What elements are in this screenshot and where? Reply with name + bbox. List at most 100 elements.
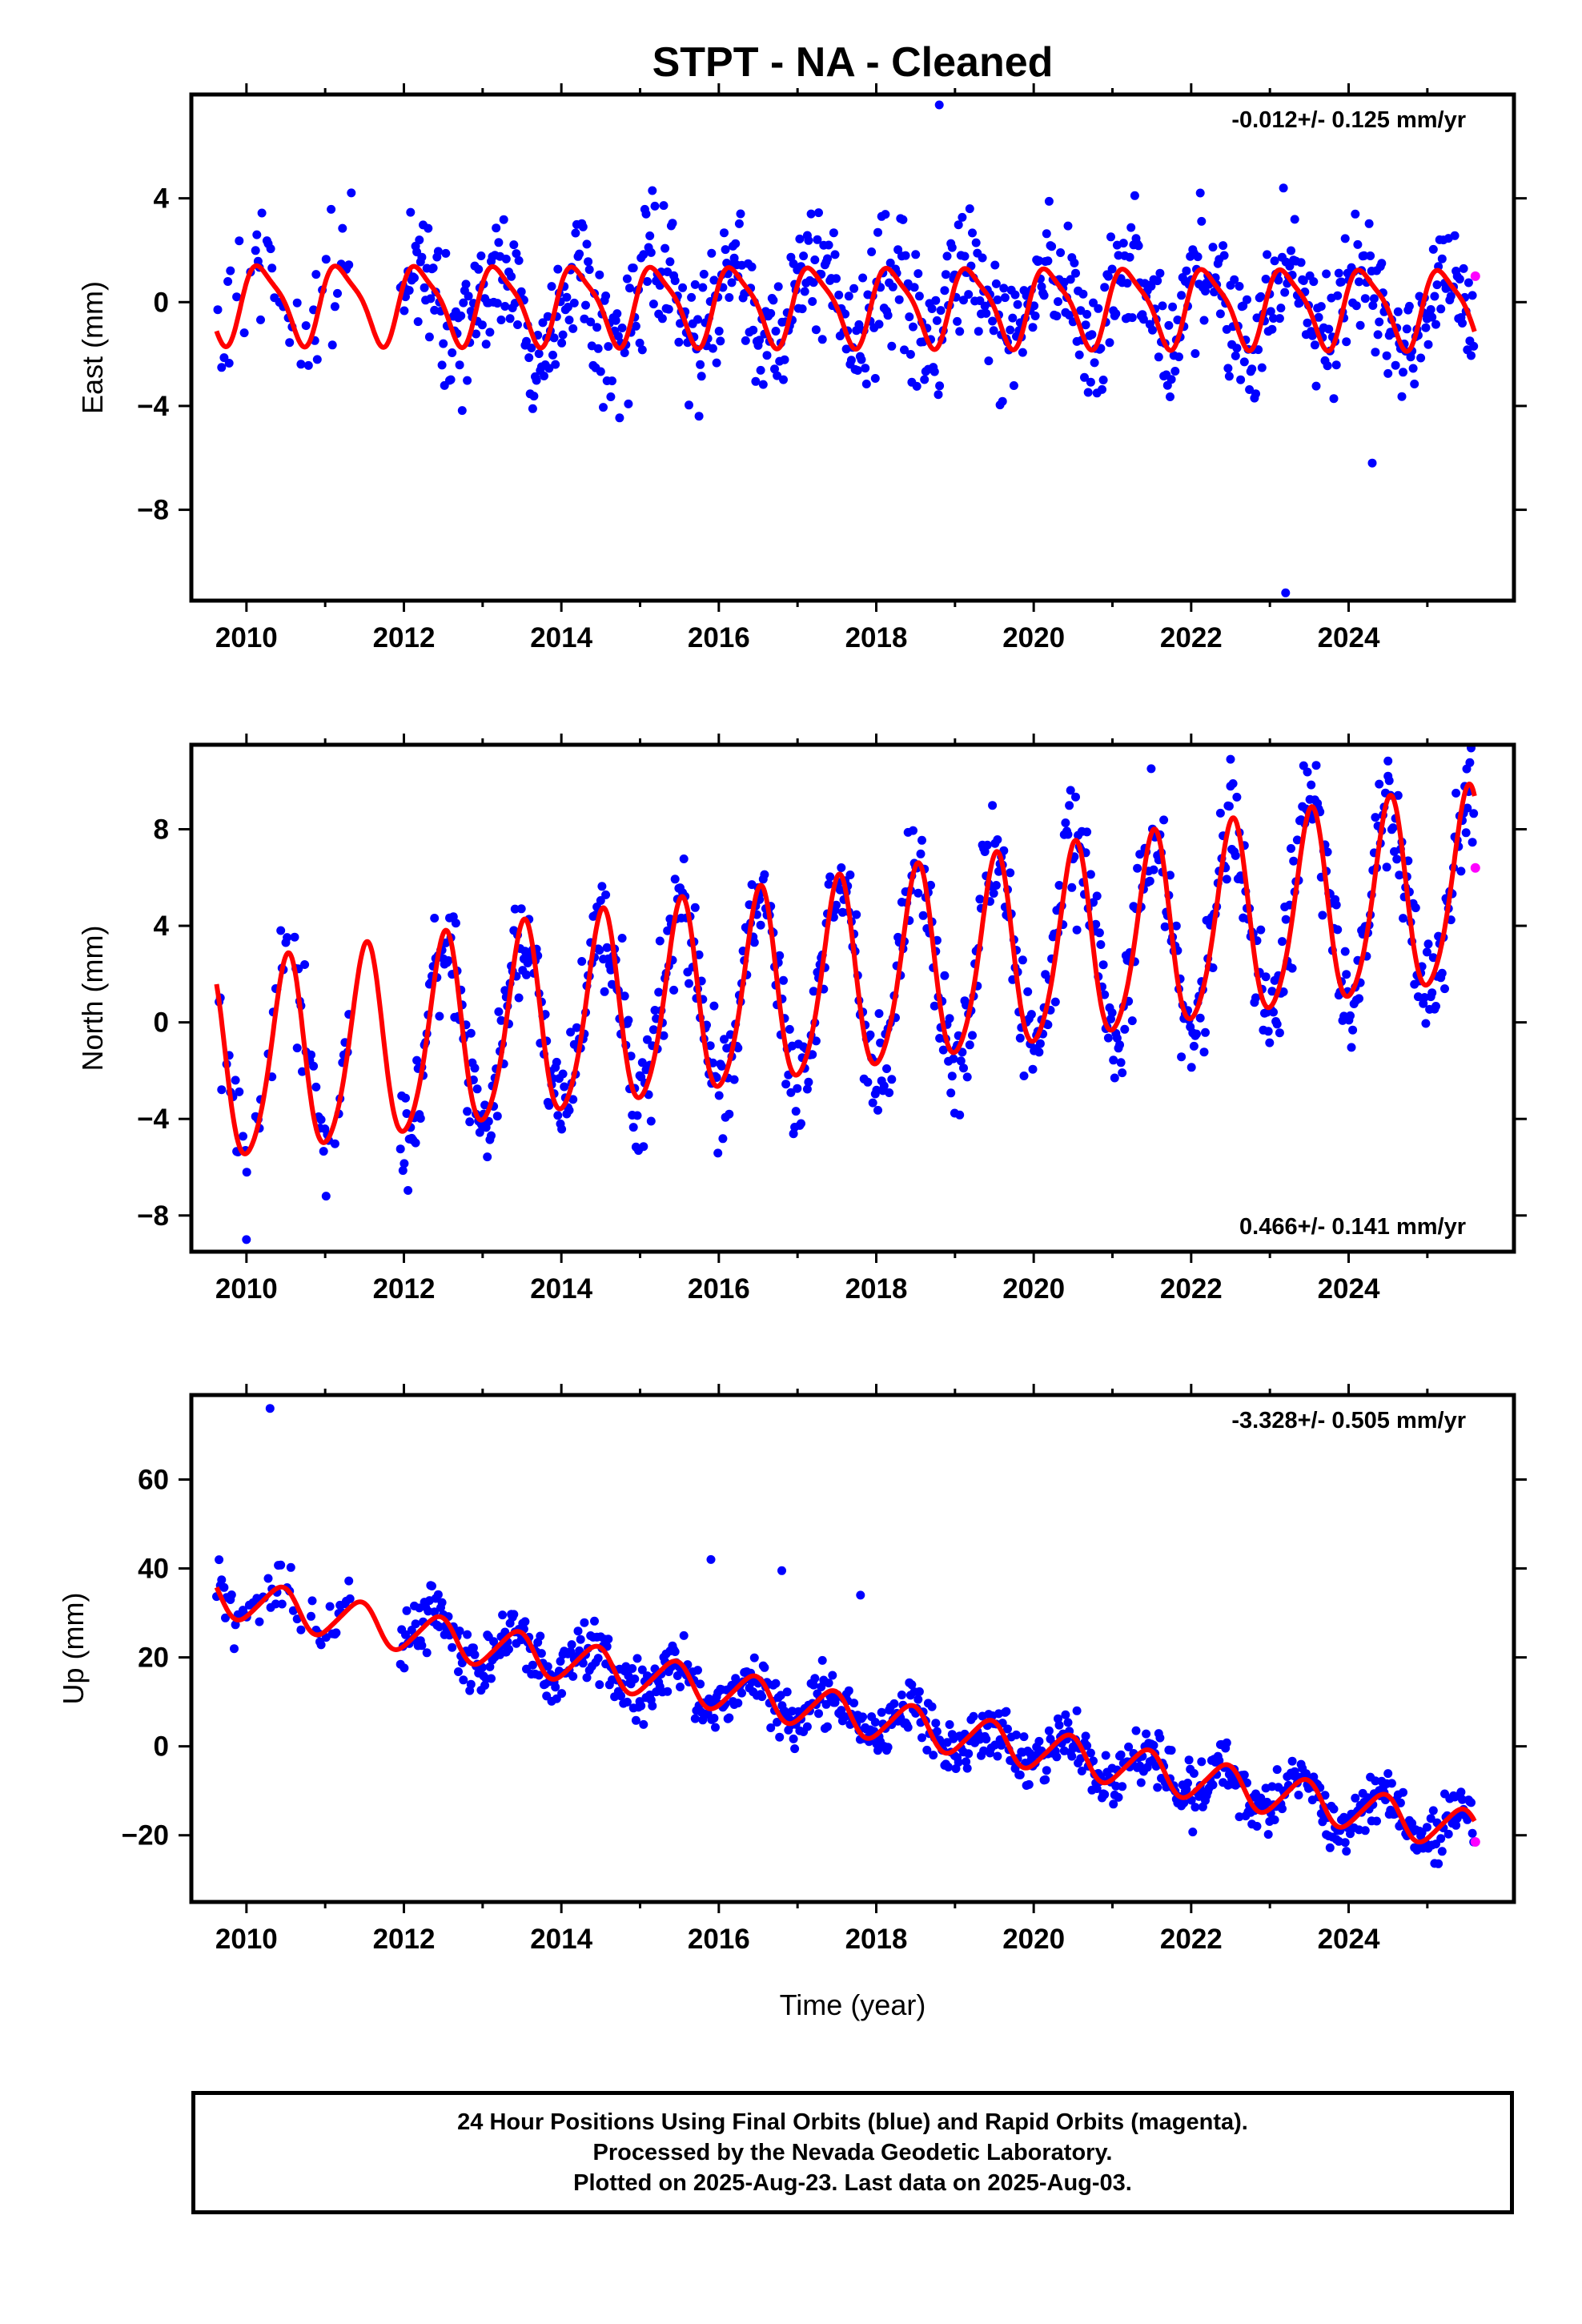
east-data-point: [1111, 309, 1121, 319]
up-data-point: [737, 1688, 746, 1698]
up-data-point: [466, 1679, 476, 1689]
east-data-point: [1247, 364, 1257, 374]
up-data-point: [931, 1719, 941, 1728]
north-data-point: [968, 1031, 977, 1040]
east-data-point: [1428, 244, 1438, 254]
east-data-point: [311, 270, 321, 279]
east-data-point: [575, 249, 584, 259]
up-data-point: [1452, 1820, 1461, 1830]
north-data-point: [451, 919, 460, 928]
north-data-point: [999, 846, 1009, 855]
north-data-point: [729, 1075, 739, 1084]
north-data-point: [1086, 870, 1095, 879]
north-data-point: [832, 900, 841, 910]
up-data-point: [534, 1671, 544, 1680]
north-data-point: [955, 1110, 965, 1120]
north-data-point: [1034, 1047, 1044, 1057]
east-plot-frame: [189, 92, 1516, 603]
up-y-tick-label: 60: [138, 1465, 169, 1496]
east-data-point: [410, 273, 419, 283]
north-data-point: [404, 1186, 413, 1195]
east-data-point: [1018, 348, 1027, 357]
north-data-point: [1149, 865, 1158, 875]
east-data-point: [413, 317, 423, 327]
up-data-point: [969, 1711, 978, 1721]
up-data-point: [1422, 1823, 1431, 1832]
north-data-point: [646, 1116, 656, 1126]
north-data-point: [785, 1024, 794, 1034]
north-data-point: [1145, 876, 1154, 886]
north-outlier-point: [1226, 754, 1235, 764]
east-data-point: [213, 305, 223, 315]
north-data-point: [982, 840, 992, 850]
east-data-point: [1360, 294, 1370, 304]
north-data-point: [217, 1085, 227, 1095]
north-data-point: [1199, 1047, 1209, 1057]
east-data-point: [628, 263, 638, 273]
east-data-point: [641, 209, 651, 219]
up-data-point: [1124, 1742, 1134, 1751]
up-data-point: [1184, 1755, 1194, 1765]
east-data-point: [1287, 246, 1295, 255]
up-data-point: [417, 1641, 427, 1651]
east-data-point: [551, 360, 560, 369]
east-data-point: [1366, 251, 1375, 260]
up-data-point: [944, 1763, 954, 1772]
north-data-point: [1094, 928, 1104, 938]
east-data-point: [1391, 360, 1400, 370]
east-data-point: [1153, 276, 1162, 286]
up-data-point: [277, 1599, 287, 1609]
east-data-point: [581, 300, 590, 310]
up-data-point: [498, 1610, 508, 1620]
up-data-point: [422, 1648, 432, 1658]
east-data-point: [729, 253, 739, 263]
east-data-point: [612, 309, 622, 319]
up-data-point: [1395, 1798, 1405, 1807]
east-data-point: [800, 287, 809, 296]
east-data-point: [664, 304, 673, 314]
up-data-point: [1458, 1795, 1467, 1804]
north-data-point: [865, 1030, 875, 1039]
up-data-point: [578, 1659, 588, 1668]
up-rapid-orbit-point: [1470, 1837, 1480, 1847]
east-data-point: [1245, 385, 1255, 394]
up-outlier-point: [265, 1404, 275, 1413]
east-data-point: [235, 236, 244, 246]
east-x-tick-label: 2020: [1002, 622, 1065, 653]
north-data-point: [558, 1069, 568, 1079]
up-y-tick-label: 20: [138, 1642, 169, 1674]
north-data-point: [690, 903, 700, 912]
north-data-point: [1019, 1072, 1029, 1080]
east-data-point: [698, 283, 708, 292]
up-data-point: [1019, 1732, 1029, 1742]
north-data-point: [470, 1063, 480, 1073]
east-data-point: [512, 249, 521, 259]
east-data-point: [804, 235, 813, 245]
north-data-point: [239, 1132, 247, 1141]
up-data-point: [463, 1630, 472, 1639]
north-data-point: [988, 801, 998, 810]
east-data-point: [457, 406, 467, 416]
east-data-point: [327, 340, 337, 350]
east-data-point: [648, 300, 658, 309]
east-data-point: [1154, 352, 1163, 362]
east-data-point: [492, 299, 502, 308]
north-x-tick-label: 2024: [1318, 1273, 1380, 1305]
north-data-point: [1054, 881, 1064, 890]
north-data-point: [709, 1001, 719, 1011]
east-data-point: [1078, 289, 1088, 299]
up-data-point: [580, 1618, 589, 1627]
north-data-point: [1461, 828, 1471, 838]
east-x-tick-label: 2014: [530, 622, 592, 653]
up-data-point: [1044, 1726, 1054, 1735]
north-data-point: [949, 1054, 958, 1063]
east-data-point: [709, 275, 719, 285]
north-data-point: [1399, 914, 1407, 923]
east-data-point: [799, 251, 809, 261]
up-x-tick-label: 2024: [1318, 1924, 1380, 1955]
north-data-point: [411, 1138, 420, 1148]
up-data-point: [1320, 1791, 1330, 1800]
east-data-point: [1098, 384, 1106, 394]
east-data-point: [809, 278, 818, 287]
east-data-point: [1458, 319, 1467, 328]
